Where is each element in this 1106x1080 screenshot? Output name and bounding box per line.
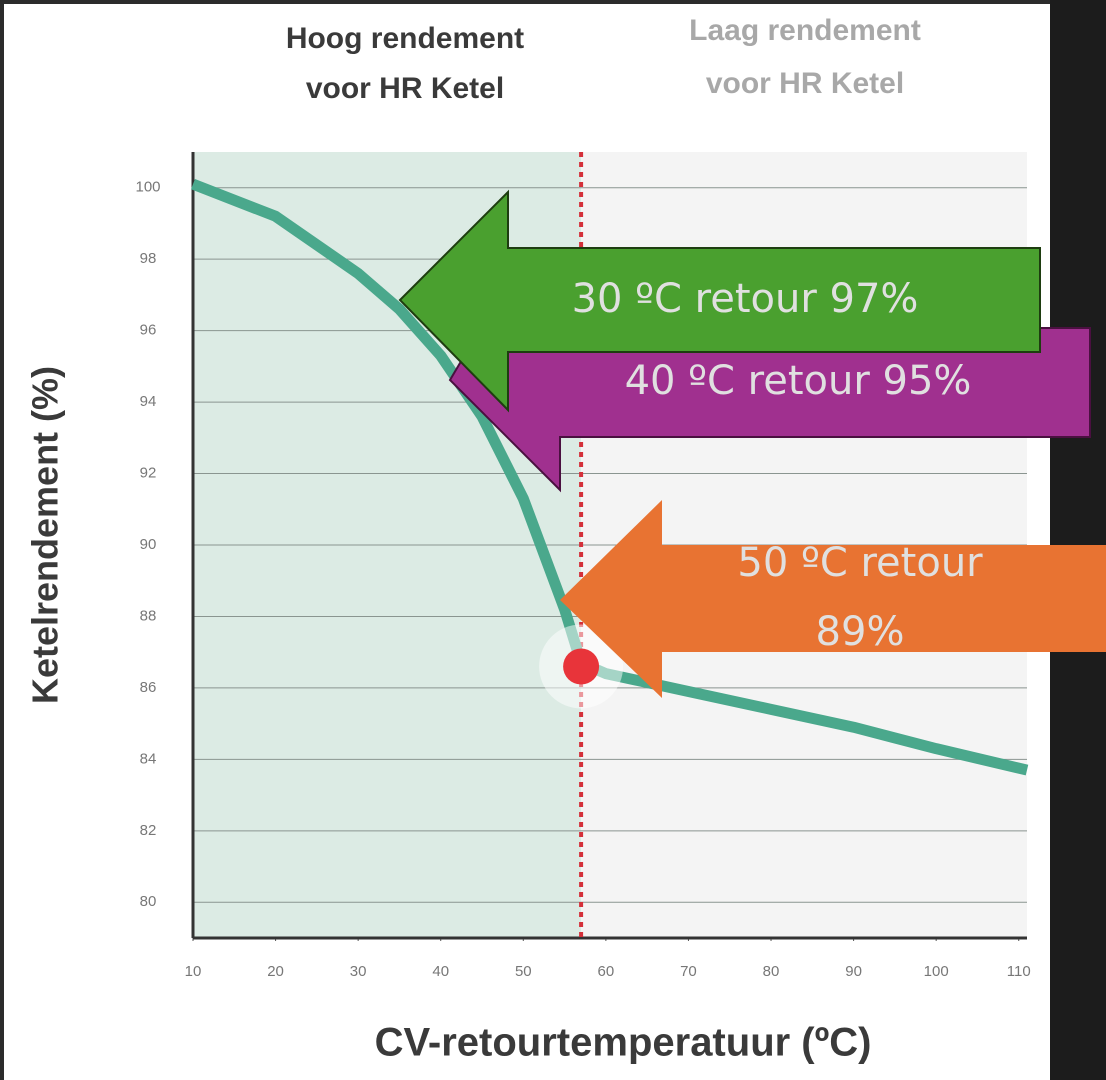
- marker: [563, 648, 599, 684]
- zone-label: Hoog rendement: [286, 22, 524, 55]
- y-tick-label: 96: [140, 322, 157, 339]
- x-tick-label: 50: [515, 963, 532, 980]
- x-tick-label: 30: [350, 963, 367, 980]
- annotation: 50 ºC retour: [737, 540, 983, 586]
- annotation: 40 ºC retour 95%: [625, 358, 972, 404]
- x-tick-label: 100: [924, 963, 949, 980]
- background-photo: [1050, 0, 1106, 1080]
- zone-label: voor HR Ketel: [706, 67, 904, 100]
- x-tick-label: 20: [267, 963, 284, 980]
- x-tick-label: 80: [763, 963, 780, 980]
- chart: 80 82 84 86 88 90 92 94 96 98 100 10 20 30 40 50 60 70 80 9…: [0, 0, 1106, 1080]
- x-tick-label: 110: [1007, 963, 1031, 980]
- x-axis-label: CV-retourtemperatuur (ºC): [375, 1021, 872, 1065]
- annotation: 30 ºC retour 97%: [572, 276, 919, 322]
- y-tick-label: 84: [140, 750, 157, 767]
- x-tick-label: 60: [598, 963, 615, 980]
- y-tick-label: 98: [140, 250, 157, 267]
- y-tick-label: 94: [140, 393, 157, 410]
- x-tick-label: 70: [680, 963, 697, 980]
- zone-label: Laag rendement: [689, 14, 921, 47]
- y-tick-label: 92: [140, 465, 157, 482]
- y-axis-label: Ketelrendement (%): [25, 366, 66, 704]
- annotation: 89%: [816, 609, 905, 655]
- y-tick-label: 100: [135, 179, 160, 196]
- y-tick-label: 82: [140, 822, 157, 839]
- zone-label: voor HR Ketel: [306, 72, 504, 105]
- x-tick-label: 10: [185, 963, 202, 980]
- y-tick-label: 86: [140, 679, 157, 696]
- y-tick-label: 90: [140, 536, 157, 553]
- x-tick-label: 40: [432, 963, 449, 980]
- y-tick-label: 88: [140, 607, 157, 624]
- x-tick-label: 90: [845, 963, 862, 980]
- y-tick-label: 80: [140, 893, 157, 910]
